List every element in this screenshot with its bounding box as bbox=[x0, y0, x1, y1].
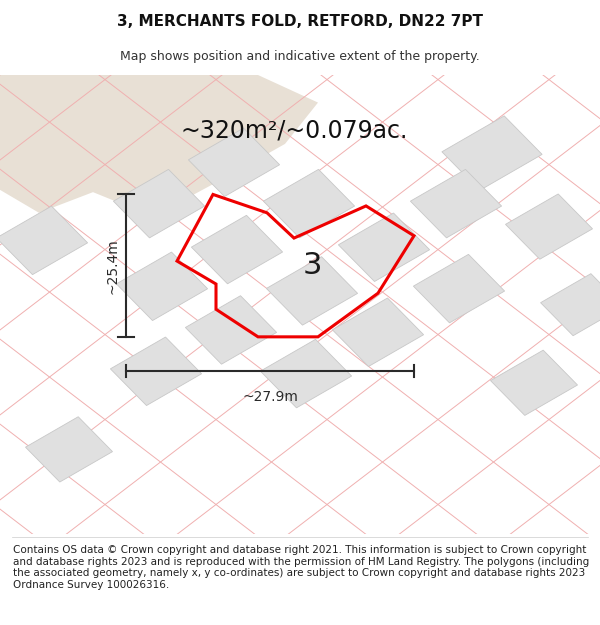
Polygon shape bbox=[413, 254, 505, 323]
Polygon shape bbox=[410, 169, 502, 238]
Text: 3: 3 bbox=[302, 251, 322, 280]
Polygon shape bbox=[505, 194, 593, 259]
Polygon shape bbox=[116, 252, 208, 321]
Polygon shape bbox=[541, 274, 600, 336]
Polygon shape bbox=[188, 128, 280, 196]
Text: ~25.4m: ~25.4m bbox=[106, 238, 120, 294]
Polygon shape bbox=[25, 417, 113, 482]
Polygon shape bbox=[113, 169, 205, 238]
Polygon shape bbox=[260, 339, 352, 408]
Polygon shape bbox=[110, 337, 202, 406]
Polygon shape bbox=[442, 116, 542, 191]
Text: ~320m²/~0.079ac.: ~320m²/~0.079ac. bbox=[181, 118, 407, 142]
Text: Map shows position and indicative extent of the property.: Map shows position and indicative extent… bbox=[120, 50, 480, 62]
Text: ~27.9m: ~27.9m bbox=[242, 389, 298, 404]
Text: 3, MERCHANTS FOLD, RETFORD, DN22 7PT: 3, MERCHANTS FOLD, RETFORD, DN22 7PT bbox=[117, 14, 483, 29]
Polygon shape bbox=[0, 75, 318, 213]
Text: Contains OS data © Crown copyright and database right 2021. This information is : Contains OS data © Crown copyright and d… bbox=[13, 545, 589, 590]
Polygon shape bbox=[0, 206, 88, 274]
Polygon shape bbox=[490, 350, 578, 416]
Polygon shape bbox=[338, 213, 430, 281]
Polygon shape bbox=[332, 298, 424, 366]
Polygon shape bbox=[266, 257, 358, 325]
Polygon shape bbox=[191, 216, 283, 284]
Polygon shape bbox=[185, 296, 277, 364]
Polygon shape bbox=[263, 169, 355, 238]
